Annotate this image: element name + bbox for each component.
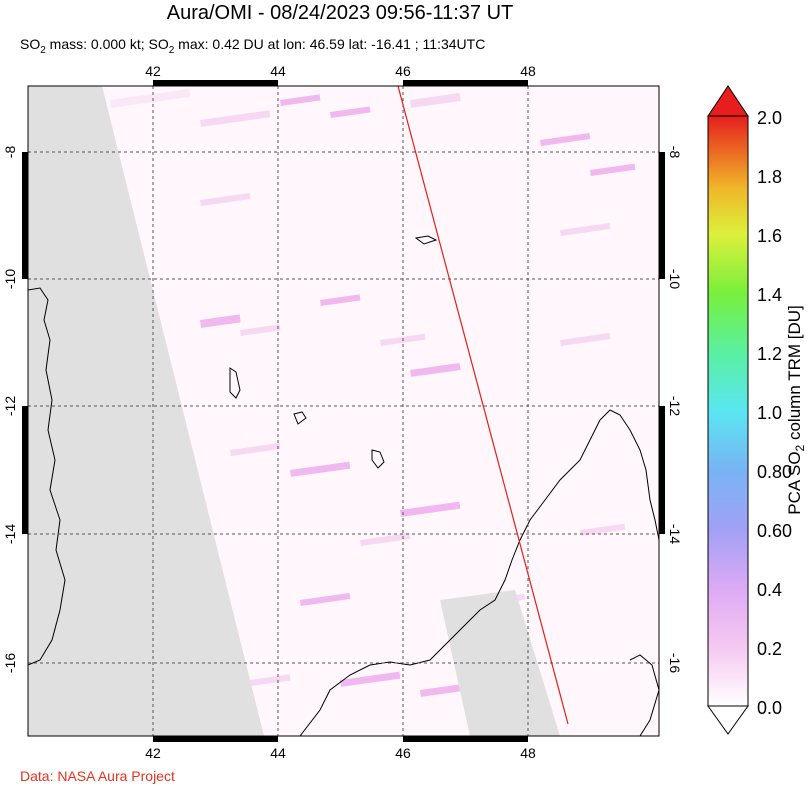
lon-tick-top-44: 44 xyxy=(270,63,286,79)
colorbar-label: 2.0 xyxy=(757,108,782,128)
colorbar-labels: 2.0 1.8 1.6 1.4 1.2 1.0 0.80 0.60 0.4 0.… xyxy=(757,108,792,718)
page-title: Aura/OMI - 08/24/2023 09:56-11:37 UT xyxy=(166,2,514,24)
subtitle: SO2 mass: 0.000 kt; SO2 max: 0.42 DU at … xyxy=(20,36,486,56)
lat-tick-left-10: -10 xyxy=(2,269,18,289)
colorbar-title: PCA SO2 column TRM [DU] xyxy=(785,305,807,515)
colorbar-label: 0.80 xyxy=(757,462,792,482)
lat-tick-right-8: -8 xyxy=(667,146,683,159)
so2-pixels xyxy=(110,88,636,697)
colorbar xyxy=(707,85,749,735)
orbit-track-line xyxy=(397,86,569,725)
lat-tick-left-12: -12 xyxy=(2,396,18,416)
colorbar-label: 1.0 xyxy=(757,403,782,423)
lat-tick-left-16: -16 xyxy=(2,653,18,673)
no-data-region-east xyxy=(440,590,560,736)
colorbar-bottom-arrow xyxy=(707,705,749,735)
colorbar-label: 1.6 xyxy=(757,226,782,246)
lon-tick-bottom-46: 46 xyxy=(395,745,411,761)
colorbar-top-arrow xyxy=(707,85,749,117)
coastlines xyxy=(28,235,659,736)
colorbar-label: 0.4 xyxy=(757,580,782,600)
colorbar-label: 1.4 xyxy=(757,285,782,305)
lon-tick-bottom-42: 42 xyxy=(145,745,161,761)
colorbar-scale xyxy=(707,115,749,707)
lat-tick-right-14: -14 xyxy=(667,524,683,544)
lat-tick-left-14: -14 xyxy=(2,524,18,544)
colorbar-label: 0.0 xyxy=(757,698,782,718)
lon-tick-bottom-48: 48 xyxy=(520,745,536,761)
lat-tick-right-10: -10 xyxy=(667,269,683,289)
colorbar-label: 0.60 xyxy=(757,521,792,541)
lat-tick-right-12: -12 xyxy=(667,396,683,416)
no-data-region-west xyxy=(28,86,264,736)
colorbar-label: 1.2 xyxy=(757,344,782,364)
lat-tick-left-8: -8 xyxy=(2,146,18,159)
data-credit: Data: NASA Aura Project xyxy=(20,768,175,784)
colorbar-label: 1.8 xyxy=(757,167,782,187)
colorbar-label: 0.2 xyxy=(757,639,782,659)
lat-tick-right-16: -16 xyxy=(667,653,683,673)
map-frame xyxy=(22,80,665,742)
grid xyxy=(28,86,659,736)
lon-tick-top-42: 42 xyxy=(145,63,161,79)
lon-tick-top-48: 48 xyxy=(520,63,536,79)
lon-tick-top-46: 46 xyxy=(395,63,411,79)
lon-tick-bottom-44: 44 xyxy=(270,745,286,761)
